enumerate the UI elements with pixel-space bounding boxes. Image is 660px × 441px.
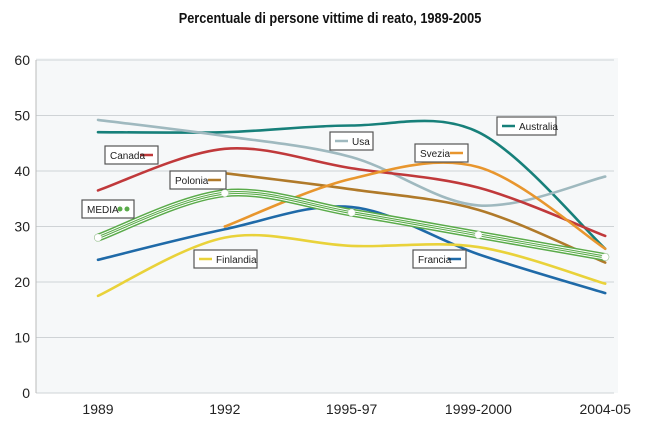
series-line-svezia [223, 161, 607, 250]
legend-swatch [124, 206, 130, 212]
legend-box [496, 116, 557, 136]
legend-box [169, 170, 227, 190]
legend-text: Australia [519, 122, 558, 133]
legend-label-polonia: Polonia [169, 170, 227, 190]
legend-text: MEDIA [87, 205, 119, 216]
x-tick-label: 1992 [209, 401, 240, 417]
y-tick-label: 50 [14, 108, 30, 124]
data-point [601, 253, 609, 261]
data-point [474, 231, 483, 239]
y-tick-label: 30 [14, 219, 30, 235]
legend-text: Francia [418, 255, 452, 266]
data-point [347, 208, 356, 217]
legend-text: Canada [110, 151, 145, 162]
legend-box [104, 145, 159, 165]
legend-box [414, 143, 469, 163]
x-tick-label: 2004-05 [580, 401, 632, 417]
series-line-francia [96, 205, 607, 295]
chart-title: Percentuale di persone vittime di reato,… [178, 10, 482, 27]
y-tick-label: 0 [22, 385, 30, 401]
y-tick-label: 20 [14, 274, 30, 290]
legend-box [412, 249, 467, 269]
legend-label-australia: Australia [496, 116, 558, 136]
y-tick-label: 40 [14, 163, 30, 179]
legend-text: Polonia [175, 176, 209, 187]
series-line-canada [96, 146, 607, 238]
legend-label-francia: Francia [412, 249, 467, 269]
y-tick-label: 60 [14, 52, 30, 68]
legend-box [329, 131, 374, 151]
series-line-polonia [223, 171, 607, 264]
x-tick-label: 1989 [82, 401, 113, 417]
legend-box [81, 199, 135, 219]
legend-text: Svezia [420, 149, 450, 160]
legend-label-usa: Usa [329, 131, 374, 151]
legend-text: Usa [352, 137, 370, 148]
legend-label-finlandia: Finlandia [193, 249, 258, 269]
x-tick-label: 1995-97 [326, 401, 378, 417]
y-tick-label: 10 [14, 330, 30, 346]
legend-label-media: MEDIA [81, 199, 135, 219]
legend-label-svezia: Svezia [414, 143, 469, 163]
legend-text: Finlandia [216, 255, 257, 266]
legend-box [193, 249, 258, 269]
legend-swatch [117, 206, 123, 212]
series-line-finlandia [96, 233, 607, 298]
data-point [94, 233, 102, 242]
legend-label-canada: Canada [104, 145, 159, 165]
data-point [221, 189, 229, 197]
x-tick-label: 1999-2000 [445, 401, 512, 417]
series-line-australia [96, 119, 607, 250]
